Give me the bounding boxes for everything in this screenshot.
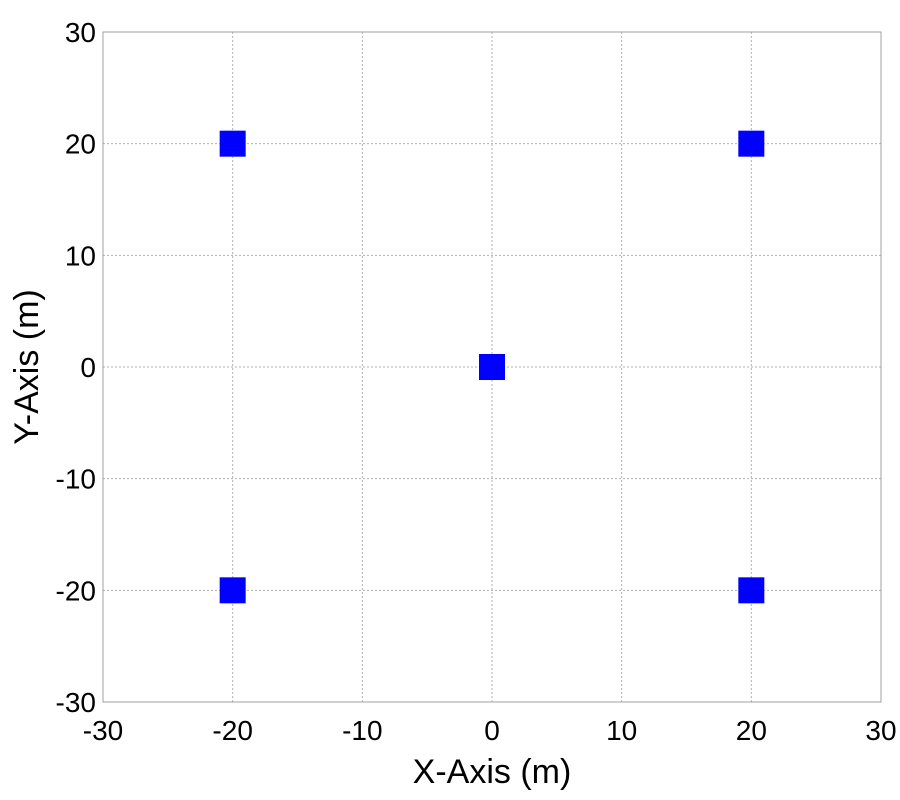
x-axis-label: X-Axis (m) <box>413 753 572 791</box>
y-tick-label: 30 <box>65 17 96 48</box>
data-point-square <box>738 577 765 604</box>
y-axis-label: Y-Axis (m) <box>8 289 46 445</box>
plot-area-frame <box>102 31 882 703</box>
x-tick-label: 10 <box>606 715 637 746</box>
x-tick-label: -20 <box>212 715 252 746</box>
x-tick-label: -10 <box>342 715 382 746</box>
x-tick-label: -30 <box>83 715 123 746</box>
x-tick-label: 30 <box>865 715 896 746</box>
data-point-square <box>219 577 246 604</box>
y-tick-label: -20 <box>56 575 96 606</box>
y-tick-label: 10 <box>65 240 96 271</box>
x-tick-label: 20 <box>736 715 767 746</box>
data-points <box>219 130 765 604</box>
y-tick-label: -30 <box>56 687 96 718</box>
data-point-square <box>738 130 765 157</box>
y-tick-label: 20 <box>65 129 96 160</box>
x-tick-labels: -30 -20 -10 0 10 20 30 <box>83 715 897 746</box>
y-tick-labels: -30 -20 -10 0 10 20 30 <box>56 17 96 718</box>
data-point-square <box>479 354 505 380</box>
x-tick-label: 0 <box>484 715 500 746</box>
y-tick-label: -10 <box>56 464 96 495</box>
data-point-square <box>219 130 246 157</box>
y-tick-label: 0 <box>80 352 96 383</box>
